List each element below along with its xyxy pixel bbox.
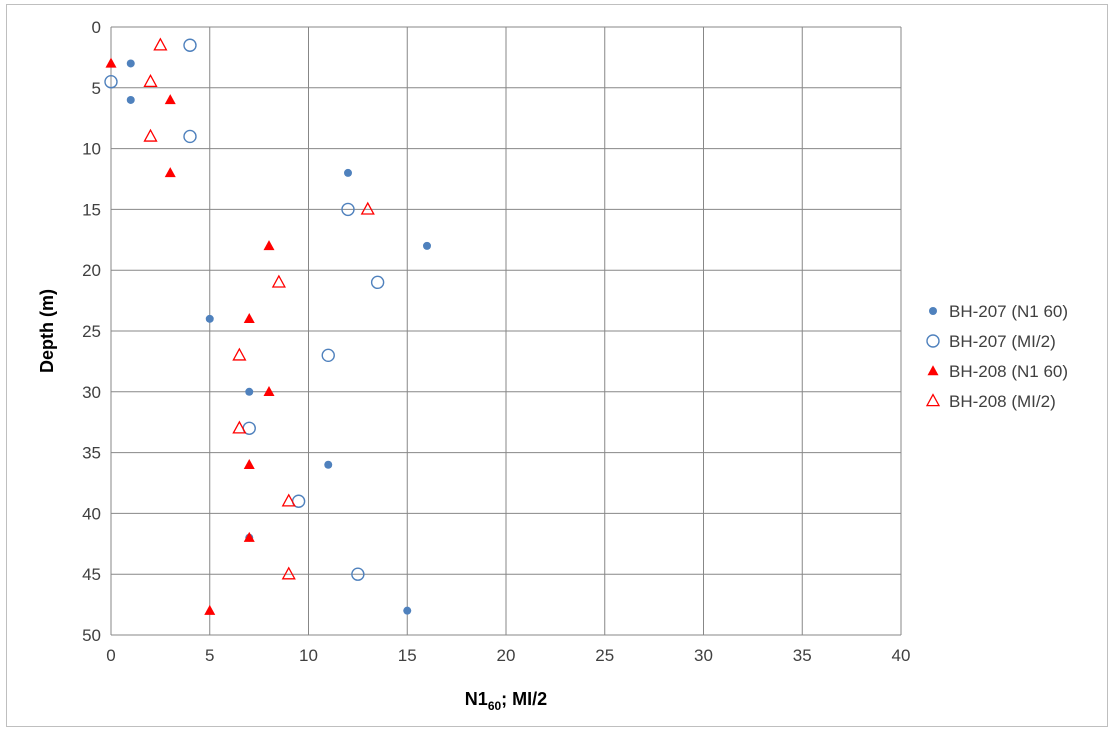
data-point-series-3 xyxy=(263,240,275,251)
y-tick-label: 50 xyxy=(82,626,101,645)
legend-label-2: BH-207 (MI/2) xyxy=(949,332,1056,351)
x-tick-label: 25 xyxy=(595,646,614,665)
data-point-series-2 xyxy=(183,129,197,144)
legend-label-4: BH-208 (MI/2) xyxy=(949,392,1056,411)
data-point-series-3 xyxy=(164,94,176,105)
y-tick-label: 15 xyxy=(82,200,101,219)
data-point-series-3 xyxy=(243,313,255,324)
data-point-series-2 xyxy=(104,75,118,89)
grid xyxy=(110,26,902,636)
legend-marker-3 xyxy=(927,365,939,376)
y-tick-label: 10 xyxy=(82,140,101,159)
data-points xyxy=(104,37,431,615)
x-axis-title: N160; MI/2 xyxy=(465,689,547,713)
x-tick-label: 5 xyxy=(205,646,214,665)
data-point-series-1 xyxy=(126,95,135,104)
tick-labels: 0 5 10 15 20 25 30 35 40 45 50 0 5 10 15 20 25 30 35 40 xyxy=(82,18,910,665)
x-tick-label: 10 xyxy=(299,646,318,665)
data-point-series-1 xyxy=(126,59,135,68)
y-tick-label: 25 xyxy=(82,322,101,341)
legend-marker-1 xyxy=(929,307,937,315)
data-point-series-2 xyxy=(183,38,197,52)
x-tick-label: 15 xyxy=(398,646,417,665)
data-point-series-4 xyxy=(360,201,375,215)
y-tick-label: 0 xyxy=(92,18,101,37)
data-point-series-3 xyxy=(243,458,255,469)
y-tick-label: 5 xyxy=(92,79,101,98)
y-tick-label: 20 xyxy=(82,261,101,280)
data-point-series-4 xyxy=(232,347,247,361)
x-tick-label: 40 xyxy=(892,646,911,665)
legend-marker-2 xyxy=(926,334,940,348)
x-tick-label: 30 xyxy=(694,646,713,665)
data-point-series-3 xyxy=(263,386,275,396)
data-point-series-1 xyxy=(324,460,333,469)
data-point-series-1 xyxy=(344,168,352,177)
data-point-series-4 xyxy=(281,493,296,507)
data-point-series-4 xyxy=(232,420,247,434)
data-point-series-4 xyxy=(143,73,158,87)
legend-label-3: BH-208 (N1 60) xyxy=(949,362,1068,381)
data-point-series-3 xyxy=(204,604,216,615)
data-point-series-4 xyxy=(271,274,286,288)
legend-marker-4 xyxy=(925,393,941,407)
data-point-series-1 xyxy=(403,606,412,615)
data-point-series-3 xyxy=(243,531,255,542)
x-tick-label: 35 xyxy=(793,646,812,665)
x-tick-label: 0 xyxy=(106,646,115,665)
data-point-series-2 xyxy=(341,202,355,217)
legend-label-1: BH-207 (N1 60) xyxy=(949,302,1068,321)
data-point-series-4 xyxy=(143,128,158,142)
y-axis-title: Depth (m) xyxy=(37,289,57,373)
data-point-series-4 xyxy=(281,566,296,580)
data-point-series-1 xyxy=(245,387,254,396)
y-tick-label: 30 xyxy=(82,383,101,402)
data-point-series-3 xyxy=(105,57,117,68)
chart-area: 0 5 10 15 20 25 30 35 40 45 50 0 5 10 15 20 25 30 35 40 N16… xyxy=(6,4,1108,727)
data-point-series-2 xyxy=(370,275,385,290)
data-point-series-3 xyxy=(164,167,176,178)
scatter-chart: 0 5 10 15 20 25 30 35 40 45 50 0 5 10 15 20 25 30 35 40 N16… xyxy=(37,18,1068,713)
data-point-series-1 xyxy=(205,314,214,323)
y-tick-label: 35 xyxy=(82,444,101,463)
data-point-series-4 xyxy=(153,37,168,51)
y-tick-label: 45 xyxy=(82,565,101,584)
data-point-series-1 xyxy=(423,241,431,250)
y-tick-label: 40 xyxy=(82,504,101,523)
data-point-series-2 xyxy=(351,567,365,581)
legend: BH-207 (N1 60) BH-207 (MI/2) BH-208 (N1 60… xyxy=(925,302,1068,411)
data-point-series-2 xyxy=(321,348,335,363)
x-tick-label: 20 xyxy=(497,646,516,665)
